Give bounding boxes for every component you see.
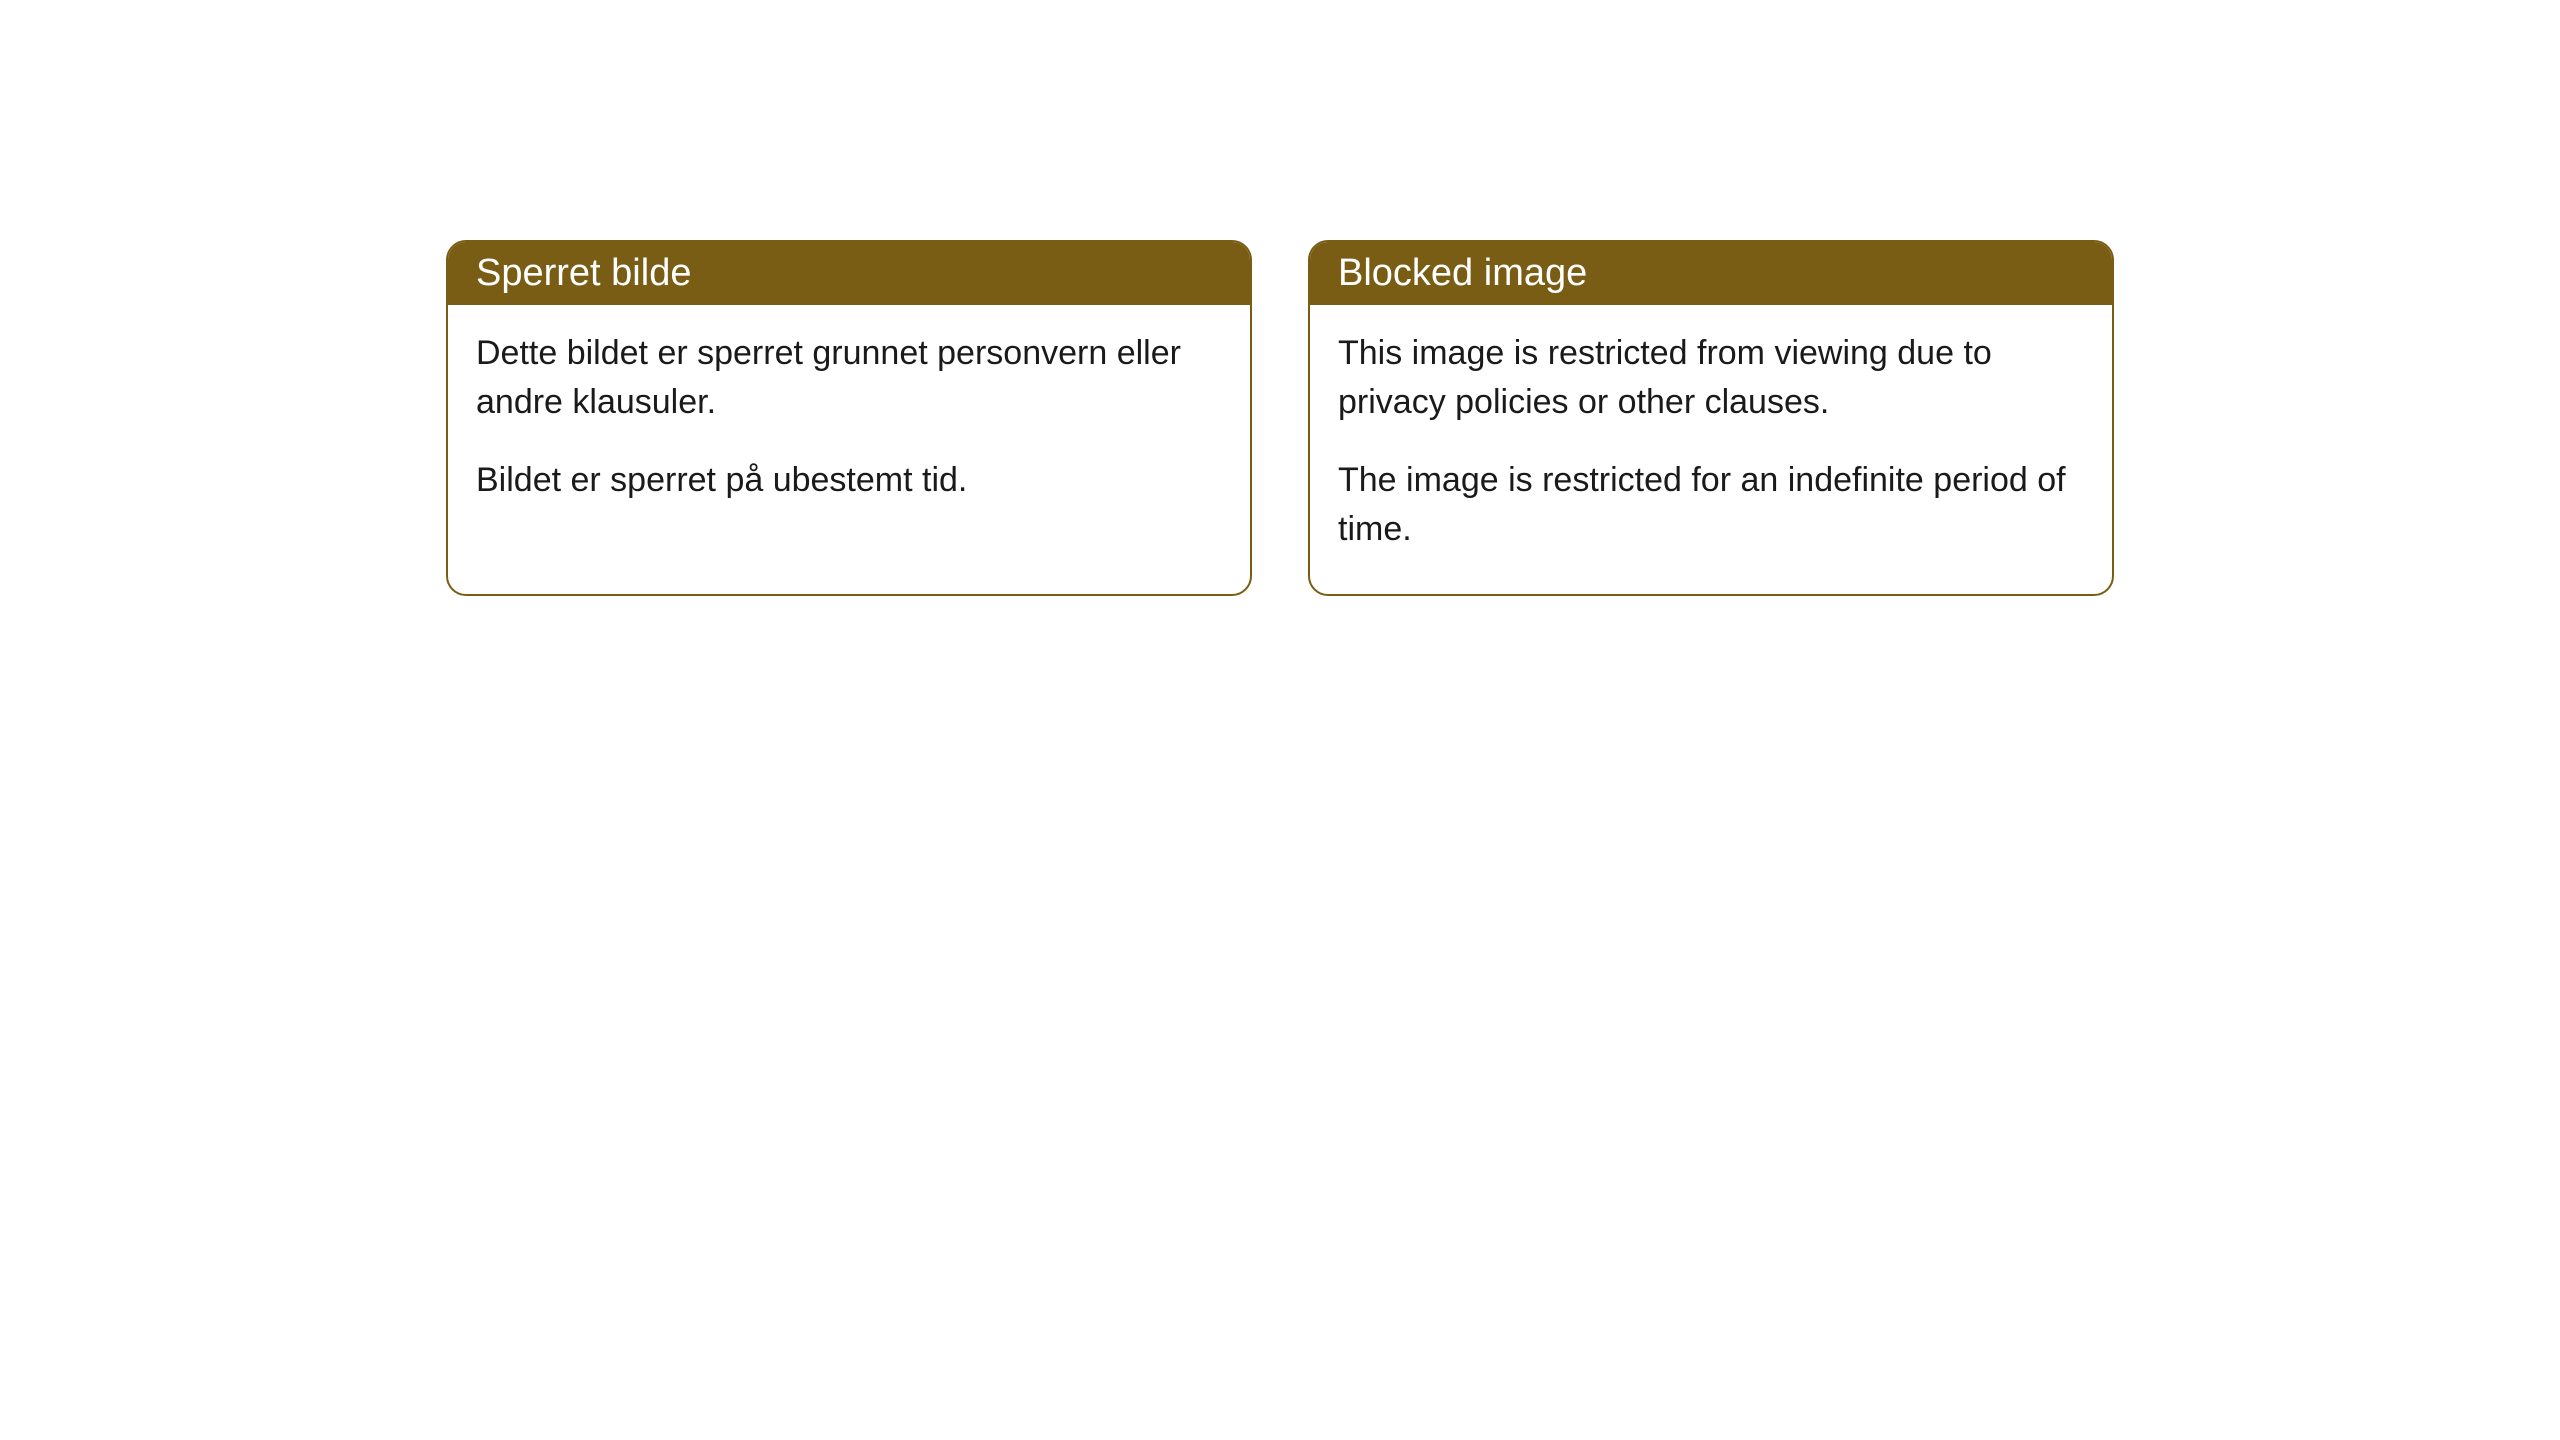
blocked-image-card-norwegian: Sperret bilde Dette bildet er sperret gr… (446, 240, 1252, 596)
card-paragraph-2: The image is restricted for an indefinit… (1338, 456, 2084, 555)
card-paragraph-1: Dette bildet er sperret grunnet personve… (476, 329, 1222, 428)
notification-cards-container: Sperret bilde Dette bildet er sperret gr… (0, 240, 2560, 596)
card-paragraph-2: Bildet er sperret på ubestemt tid. (476, 456, 1222, 505)
card-body-english: This image is restricted from viewing du… (1310, 305, 2112, 594)
card-title: Sperret bilde (476, 252, 691, 294)
card-header-norwegian: Sperret bilde (448, 242, 1250, 305)
card-body-norwegian: Dette bildet er sperret grunnet personve… (448, 305, 1250, 545)
blocked-image-card-english: Blocked image This image is restricted f… (1308, 240, 2114, 596)
card-title: Blocked image (1338, 252, 1587, 294)
card-paragraph-1: This image is restricted from viewing du… (1338, 329, 2084, 428)
card-header-english: Blocked image (1310, 242, 2112, 305)
